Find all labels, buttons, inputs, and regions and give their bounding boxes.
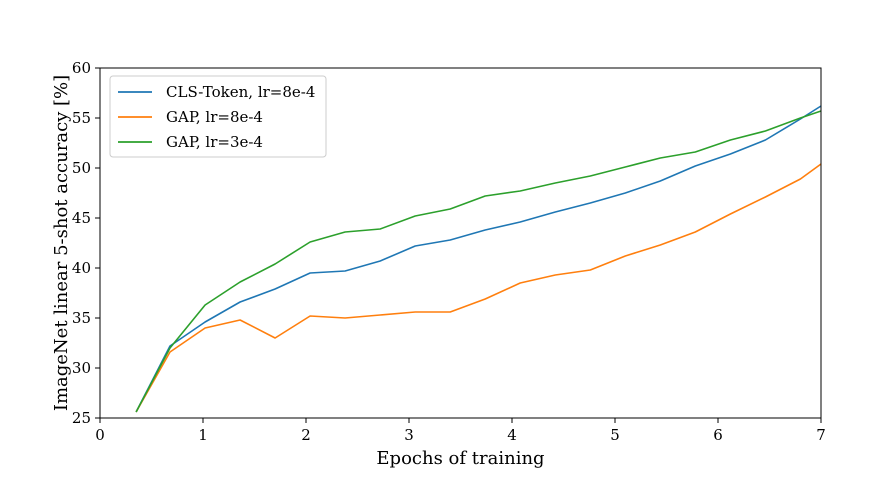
x-tick-label: 4: [507, 426, 517, 444]
x-tick-label: 6: [713, 426, 723, 444]
series-line-2: [135, 110, 822, 413]
x-tick-label: 1: [198, 426, 208, 444]
x-tick-label: 7: [816, 426, 826, 444]
series-line-1: [135, 163, 822, 413]
y-axis: 25 30 35 40 45 50 55 60: [72, 59, 100, 427]
x-tick-label: 2: [301, 426, 311, 444]
legend-label: GAP, lr=8e-4: [166, 108, 263, 126]
x-axis-label: Epochs of training: [376, 448, 544, 469]
plot-area: [135, 105, 822, 413]
legend-label: GAP, lr=3e-4: [166, 133, 263, 151]
series-line-0: [135, 105, 822, 413]
legend: CLS-Token, lr=8e-4 GAP, lr=8e-4 GAP, lr=3e…: [109, 75, 327, 158]
x-tick-label: 0: [95, 426, 105, 444]
y-tick-label: 25: [72, 409, 91, 427]
y-tick-label: 30: [72, 359, 91, 377]
legend-label: CLS-Token, lr=8e-4: [166, 83, 315, 101]
y-axis-label: ImageNet linear 5-shot accuracy [%]: [51, 75, 72, 411]
x-tick-label: 3: [404, 426, 414, 444]
x-axis: 0 1 2 3 4 5 6 7: [95, 418, 826, 444]
y-tick-label: 50: [72, 159, 91, 177]
y-tick-label: 35: [72, 309, 91, 327]
y-tick-label: 60: [72, 59, 91, 77]
y-tick-label: 40: [72, 259, 91, 277]
plot-frame: [99, 67, 822, 419]
legend-box: [109, 75, 327, 158]
y-tick-label: 55: [72, 109, 91, 127]
y-tick-label: 45: [72, 209, 91, 227]
x-tick-label: 5: [610, 426, 620, 444]
